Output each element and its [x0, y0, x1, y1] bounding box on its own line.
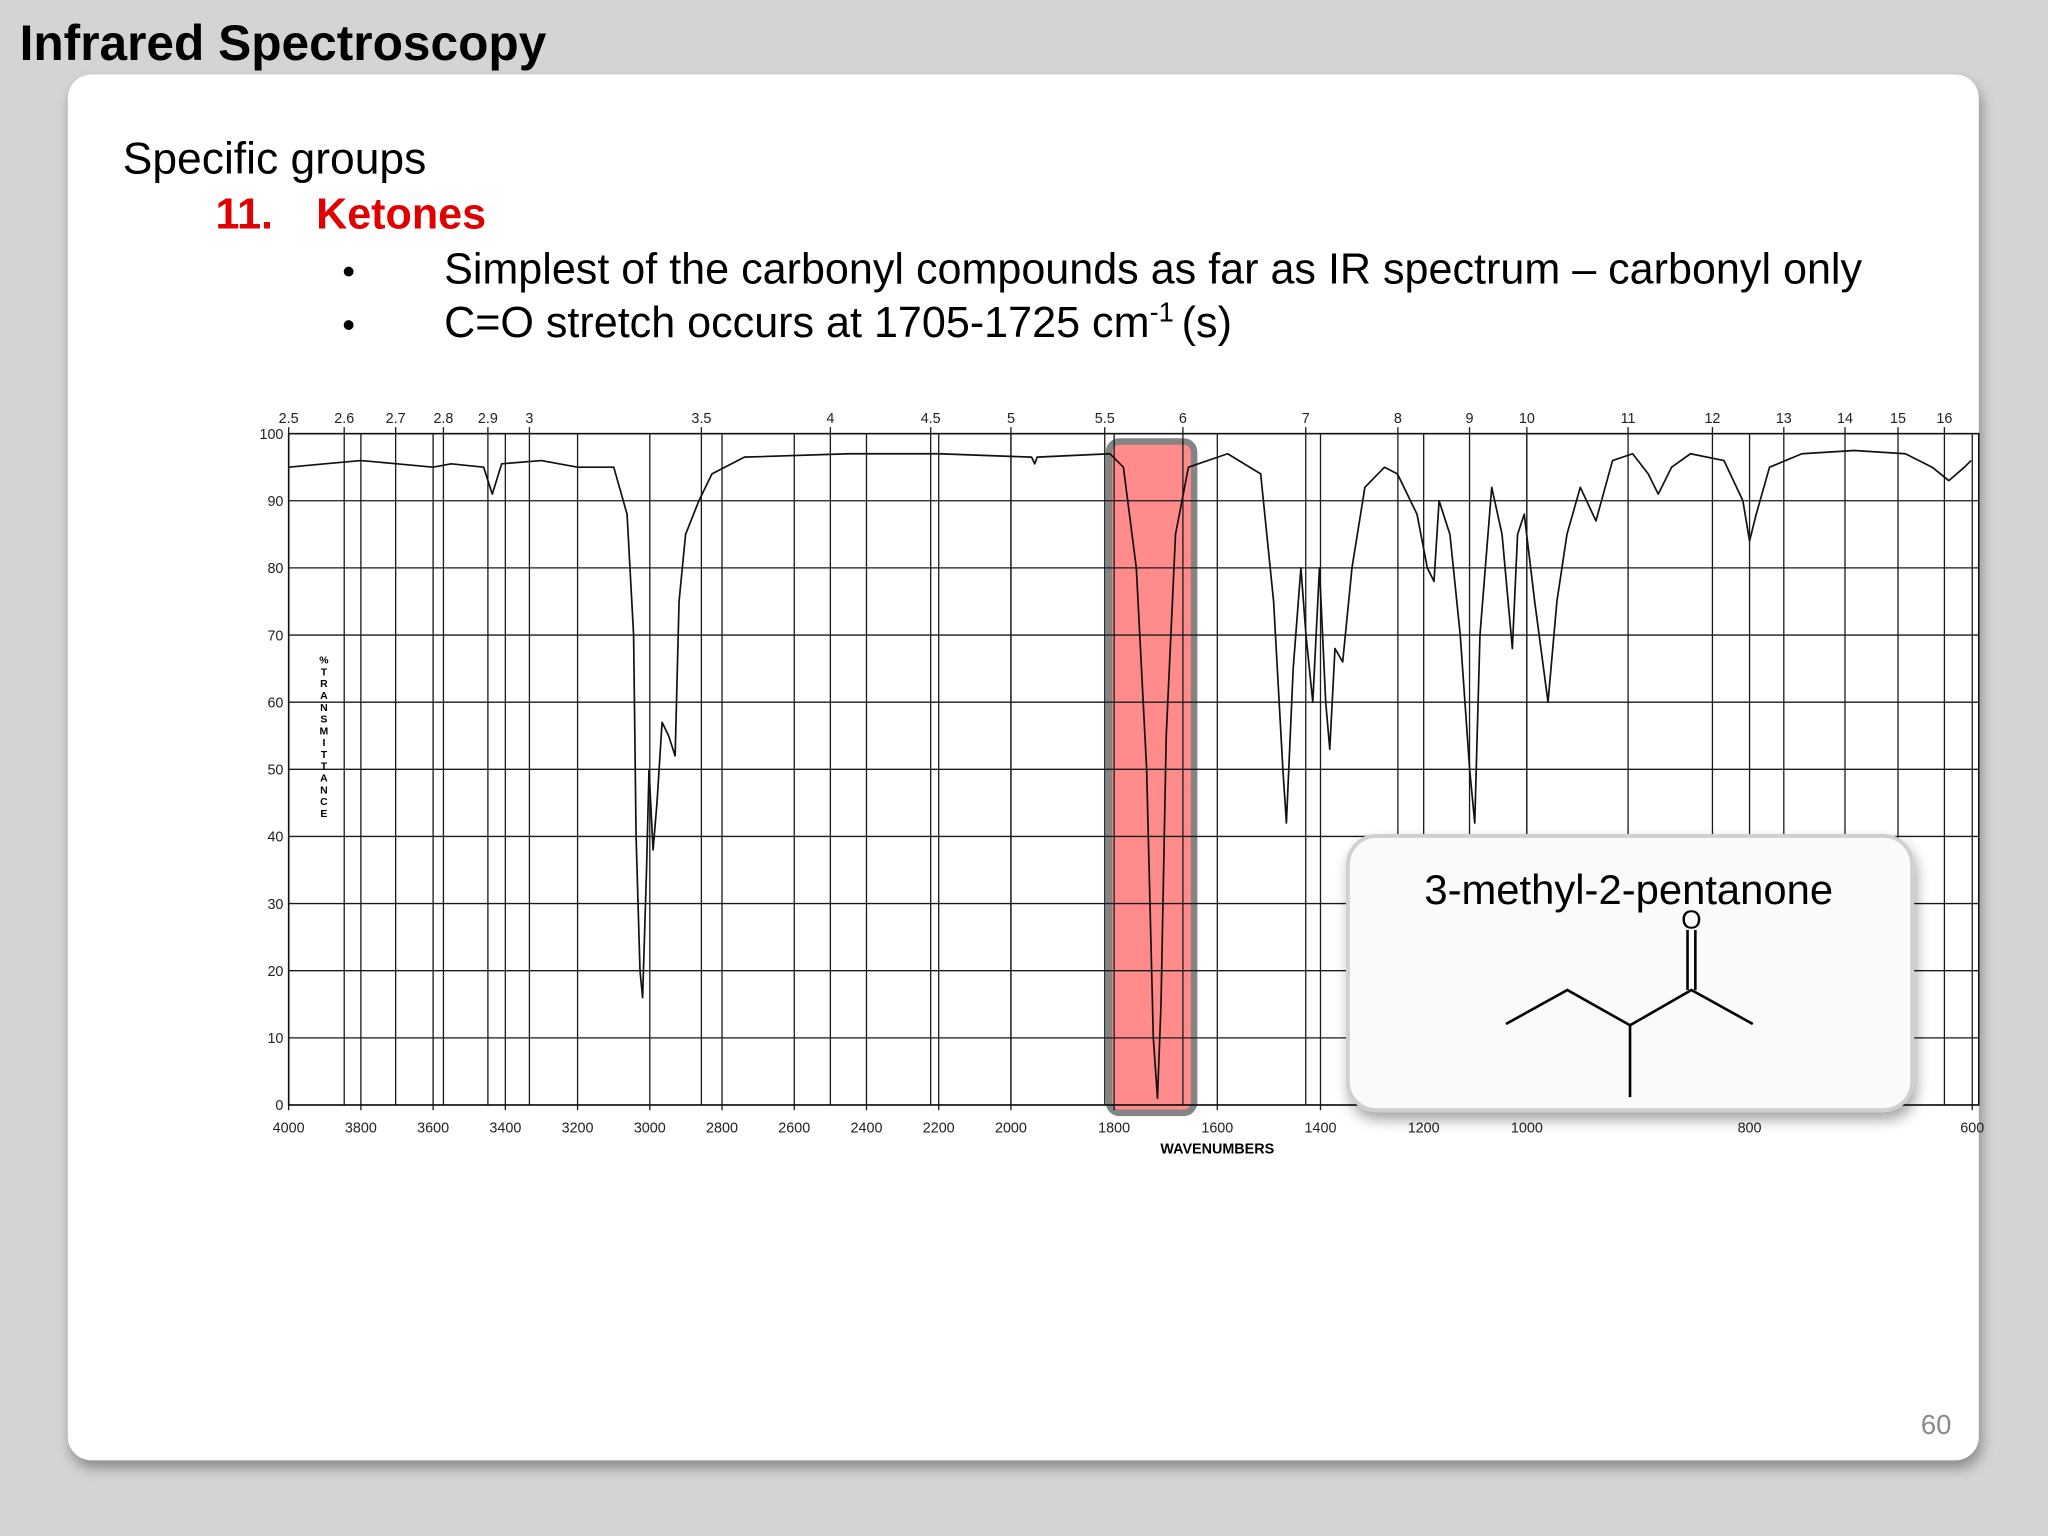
x-tick-label: 1400: [1305, 1120, 1337, 1136]
x2-tick-label: 2.8: [433, 411, 453, 427]
y-tick-label: 80: [267, 561, 283, 577]
x2-tick-label: 9: [1466, 411, 1474, 427]
x2-tick-label: 2.7: [386, 411, 406, 427]
y-tick-label: 50: [267, 763, 283, 779]
bullet-text: C=O stretch occurs at 1705-1725 cm-1 (s): [444, 296, 1232, 347]
x2-tick-label: 10: [1519, 411, 1535, 427]
x2-tick-label: 5.5: [1095, 411, 1115, 427]
x2-tick-label: 5: [1007, 411, 1015, 427]
bullet-text: (s): [1182, 299, 1232, 347]
y-tick-label: 70: [267, 628, 283, 644]
x-tick-label: 3200: [562, 1120, 594, 1136]
x2-tick-label: 16: [1936, 411, 1952, 427]
x-tick-label: 2200: [923, 1120, 955, 1136]
x-tick-label: 3600: [417, 1120, 449, 1136]
slide-title: Infrared Spectroscopy: [20, 15, 547, 71]
x-tick-label: 3800: [345, 1120, 377, 1136]
x2-tick-label: 14: [1837, 411, 1853, 427]
compound-inset: 3-methyl-2-pentanone O: [1345, 833, 1915, 1113]
atom-label: O: [1681, 905, 1701, 935]
y-tick-label: 100: [259, 427, 283, 443]
x2-tick-label: 8: [1394, 411, 1402, 427]
y-tick-label: 20: [267, 964, 283, 980]
plot-frame: [287, 432, 1980, 1106]
x-tick-label: 2000: [995, 1120, 1027, 1136]
x2-tick-label: 2.6: [334, 411, 354, 427]
x2-tick-label: 15: [1890, 411, 1906, 427]
superscript: -1: [1149, 296, 1173, 327]
y-axis-label: %TRANSMITTANCE: [318, 656, 329, 821]
x2-tick-label: 3: [525, 411, 533, 427]
x2-tick-label: 4: [826, 411, 834, 427]
x-tick-label: 3000: [634, 1120, 666, 1136]
bullet-text: Simplest of the carbonyl compounds as fa…: [444, 245, 1862, 293]
heading: Specific groups: [123, 135, 427, 184]
x-tick-label: 3400: [489, 1120, 521, 1136]
item-number: 11.: [216, 191, 274, 239]
x2-tick-label: 7: [1302, 411, 1310, 427]
x2-tick-label: 3.5: [691, 411, 711, 427]
x-tick-label: 1200: [1408, 1120, 1440, 1136]
x2-tick-label: 12: [1704, 411, 1720, 427]
x-tick-label: 1600: [1201, 1120, 1233, 1136]
y-tick-label: 90: [267, 494, 283, 510]
x2-tick-label: 4.5: [921, 411, 941, 427]
bullet-text: C=O stretch occurs at 1705-1725 cm: [444, 299, 1149, 347]
x-tick-label: 4000: [273, 1120, 305, 1136]
x-tick-label: 2800: [706, 1120, 738, 1136]
y-tick-label: 60: [267, 695, 283, 711]
bullet-dot: •: [342, 304, 355, 345]
bullet-dot: •: [342, 250, 355, 291]
x-tick-label: 2600: [778, 1120, 810, 1136]
x2-tick-label: 2.5: [279, 411, 299, 427]
x-tick-label: 1800: [1098, 1120, 1130, 1136]
x-tick-label: 600: [1960, 1120, 1984, 1136]
y-tick-label: 40: [267, 830, 283, 846]
x-tick-label: 2400: [851, 1120, 883, 1136]
compound-name: 3-methyl-2-pentanone: [1424, 866, 1833, 913]
y-tick-label: 30: [267, 897, 283, 913]
highlight-band: [1105, 438, 1198, 1117]
spectrum-line: [288, 449, 1972, 1100]
x-tick-label: 1000: [1511, 1120, 1543, 1136]
item-title: Ketones: [316, 191, 486, 239]
inset-box: [1345, 833, 1915, 1113]
y-tick-label: 10: [267, 1031, 283, 1047]
page-number: 60: [1921, 1409, 1951, 1440]
x-tick-label: 800: [1738, 1120, 1762, 1136]
y-tick-label: 0: [275, 1098, 283, 1114]
x2-tick-label: 6: [1179, 411, 1187, 427]
x2-tick-label: 2.9: [478, 411, 498, 427]
structure: [1505, 929, 1754, 1098]
x2-tick-label: 11: [1621, 411, 1636, 427]
x-axis-label: WAVENUMBERS: [1160, 1141, 1274, 1157]
card: [67, 74, 1979, 1461]
x2-tick-label: 13: [1776, 411, 1792, 427]
